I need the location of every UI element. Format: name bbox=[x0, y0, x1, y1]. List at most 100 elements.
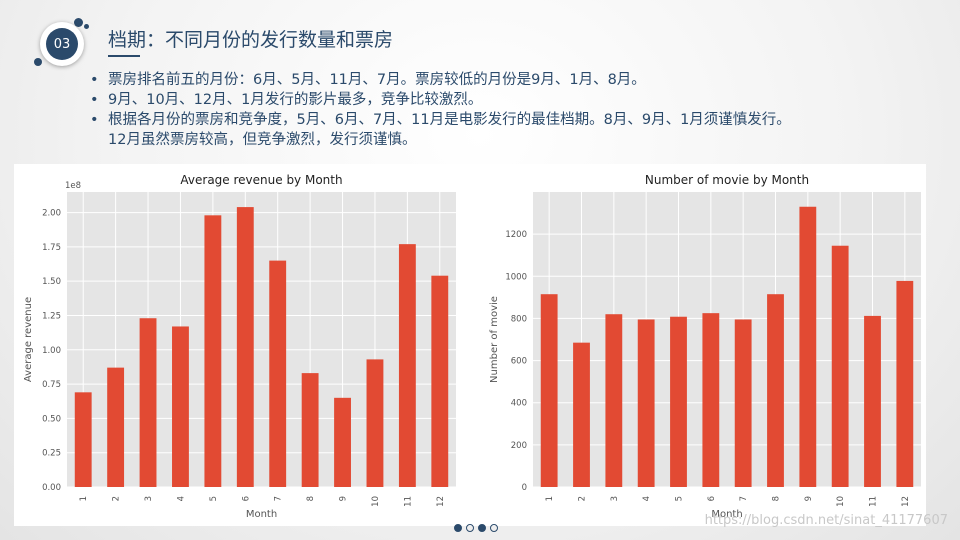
plot-area bbox=[533, 192, 921, 487]
x-tick-label: 9 bbox=[339, 496, 349, 501]
y-tick-label: 0.00 bbox=[42, 483, 61, 493]
x-tick-label: 10 bbox=[371, 496, 381, 507]
y-tick-label: 0.25 bbox=[42, 449, 61, 459]
bar bbox=[540, 294, 558, 487]
bullet-text: 12月虽然票房较高，但竞争激烈，发行须谨慎。 bbox=[108, 132, 417, 148]
bar bbox=[605, 314, 623, 487]
x-axis-label: Month bbox=[246, 509, 277, 520]
y-tick-label: 0.75 bbox=[42, 380, 61, 390]
bar bbox=[269, 260, 287, 487]
bar bbox=[799, 206, 817, 487]
x-tick-label: 7 bbox=[739, 496, 749, 501]
x-tick-label: 9 bbox=[804, 496, 814, 501]
badge-dot-top bbox=[74, 18, 83, 27]
x-tick-label: 11 bbox=[869, 496, 879, 507]
x-axis-label: Month bbox=[711, 509, 742, 520]
y-tick-label: 0.50 bbox=[42, 414, 61, 424]
chart-title: Average revenue by Month bbox=[180, 173, 342, 187]
bar bbox=[139, 318, 157, 487]
bullet-mark: • bbox=[90, 112, 99, 128]
y-offset-label: 1e8 bbox=[65, 181, 81, 191]
chart-title: Number of movie by Month bbox=[645, 173, 809, 187]
bullet-mark: • bbox=[90, 72, 99, 88]
page-dot[interactable] bbox=[466, 524, 474, 532]
bar bbox=[204, 215, 222, 488]
x-tick-label: 4 bbox=[642, 496, 652, 501]
section-number: 03 bbox=[46, 28, 78, 60]
page-dot[interactable] bbox=[478, 524, 486, 532]
x-tick-label: 3 bbox=[610, 496, 620, 501]
x-tick-label: 5 bbox=[209, 496, 219, 501]
x-tick-label: 6 bbox=[241, 496, 251, 501]
y-tick-label: 600 bbox=[511, 357, 527, 367]
y-tick-label: 1.00 bbox=[42, 346, 61, 356]
bar bbox=[366, 359, 384, 487]
bar bbox=[334, 397, 351, 487]
bullet-continuation: 12月虽然票房较高，但竞争激烈，发行须谨慎。 bbox=[88, 130, 948, 150]
page-indicator bbox=[454, 524, 498, 532]
bar bbox=[702, 313, 720, 487]
bar bbox=[107, 367, 125, 487]
x-tick-label: 2 bbox=[112, 496, 122, 501]
y-tick-label: 1.75 bbox=[42, 243, 61, 253]
x-tick-label: 8 bbox=[772, 496, 782, 501]
bullet-text: 票房排名前五的月份：6月、5月、11月、7月。票房较低的月份是9月、1月、8月。 bbox=[108, 72, 646, 88]
bullet-list: • 票房排名前五的月份：6月、5月、11月、7月。票房较低的月份是9月、1月、8月… bbox=[88, 70, 948, 150]
bar bbox=[172, 326, 189, 487]
y-tick-label: 200 bbox=[511, 441, 527, 451]
page-dot[interactable] bbox=[490, 524, 498, 532]
badge-dot-small bbox=[84, 24, 89, 29]
bar bbox=[74, 392, 92, 487]
bullet-mark: • bbox=[90, 92, 99, 108]
x-tick-label: 1 bbox=[545, 496, 555, 501]
bar bbox=[831, 245, 849, 487]
y-tick-label: 0 bbox=[522, 483, 527, 493]
page-title: 档期：不同月份的发行数量和票房 bbox=[108, 29, 394, 51]
x-tick-label: 12 bbox=[436, 496, 446, 507]
x-tick-label: 1 bbox=[79, 496, 89, 501]
plot-area bbox=[67, 192, 456, 487]
bullet-text: 9月、10月、12月、1月发行的影片最多，竞争比较激烈。 bbox=[108, 92, 483, 108]
bar bbox=[767, 294, 784, 487]
x-tick-label: 4 bbox=[176, 496, 186, 501]
y-tick-label: 2.00 bbox=[42, 209, 61, 219]
x-tick-label: 3 bbox=[144, 496, 154, 501]
watermark: https://blog.csdn.net/sinat_41177607 bbox=[704, 513, 948, 528]
y-tick-label: 1.25 bbox=[42, 311, 61, 321]
bullet-item: • 9月、10月、12月、1月发行的影片最多，竞争比较激烈。 bbox=[88, 90, 948, 110]
x-tick-label: 8 bbox=[306, 496, 316, 501]
y-axis-label: Number of movie bbox=[489, 296, 500, 383]
x-tick-label: 10 bbox=[836, 496, 846, 507]
charts-svg: 0.000.250.500.751.001.251.501.752.001 2 3 4… bbox=[23, 173, 921, 520]
bar bbox=[670, 316, 687, 487]
y-tick-label: 800 bbox=[511, 314, 527, 324]
bar bbox=[431, 275, 449, 487]
x-tick-label: 5 bbox=[675, 496, 685, 501]
bar bbox=[301, 373, 319, 487]
x-tick-label: 2 bbox=[578, 496, 588, 501]
bar bbox=[896, 280, 914, 487]
x-tick-label: 7 bbox=[274, 496, 284, 501]
y-tick-label: 400 bbox=[511, 399, 527, 409]
x-tick-label: 11 bbox=[403, 496, 413, 507]
bar bbox=[398, 244, 416, 487]
bar bbox=[236, 207, 254, 487]
chart-panel: 0.00 0.25 0.50 0.75 1.00 1.25 1.50 1.75 2.00 1 2 3 4… bbox=[14, 164, 926, 526]
x-tick-label: 6 bbox=[707, 496, 717, 501]
badge-dot-bottom-left bbox=[34, 58, 42, 66]
bar bbox=[734, 319, 752, 487]
title-underline bbox=[108, 55, 140, 57]
bullet-item: • 票房排名前五的月份：6月、5月、11月、7月。票房较低的月份是9月、1月、8月… bbox=[88, 70, 948, 90]
bar bbox=[864, 315, 881, 487]
bullet-item: • 根据各月份的票房和竞争度，5月、6月、7月、11月是电影发行的最佳档期。8月、… bbox=[88, 110, 948, 130]
bar bbox=[637, 319, 655, 487]
section-badge: 03 bbox=[34, 18, 94, 70]
y-tick-label: 1200 bbox=[505, 230, 527, 240]
y-tick-label: 1000 bbox=[505, 272, 527, 282]
x-tick-label: 12 bbox=[901, 496, 911, 507]
bullet-text: 根据各月份的票房和竞争度，5月、6月、7月、11月是电影发行的最佳档期。8月、9… bbox=[108, 112, 791, 128]
y-axis-label: Average revenue bbox=[23, 297, 34, 382]
y-tick-label: 1.50 bbox=[42, 277, 61, 287]
page-dot[interactable] bbox=[454, 524, 462, 532]
bar bbox=[573, 342, 590, 487]
